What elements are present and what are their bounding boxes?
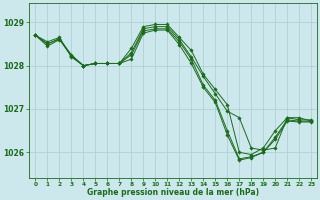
X-axis label: Graphe pression niveau de la mer (hPa): Graphe pression niveau de la mer (hPa) [87, 188, 260, 197]
